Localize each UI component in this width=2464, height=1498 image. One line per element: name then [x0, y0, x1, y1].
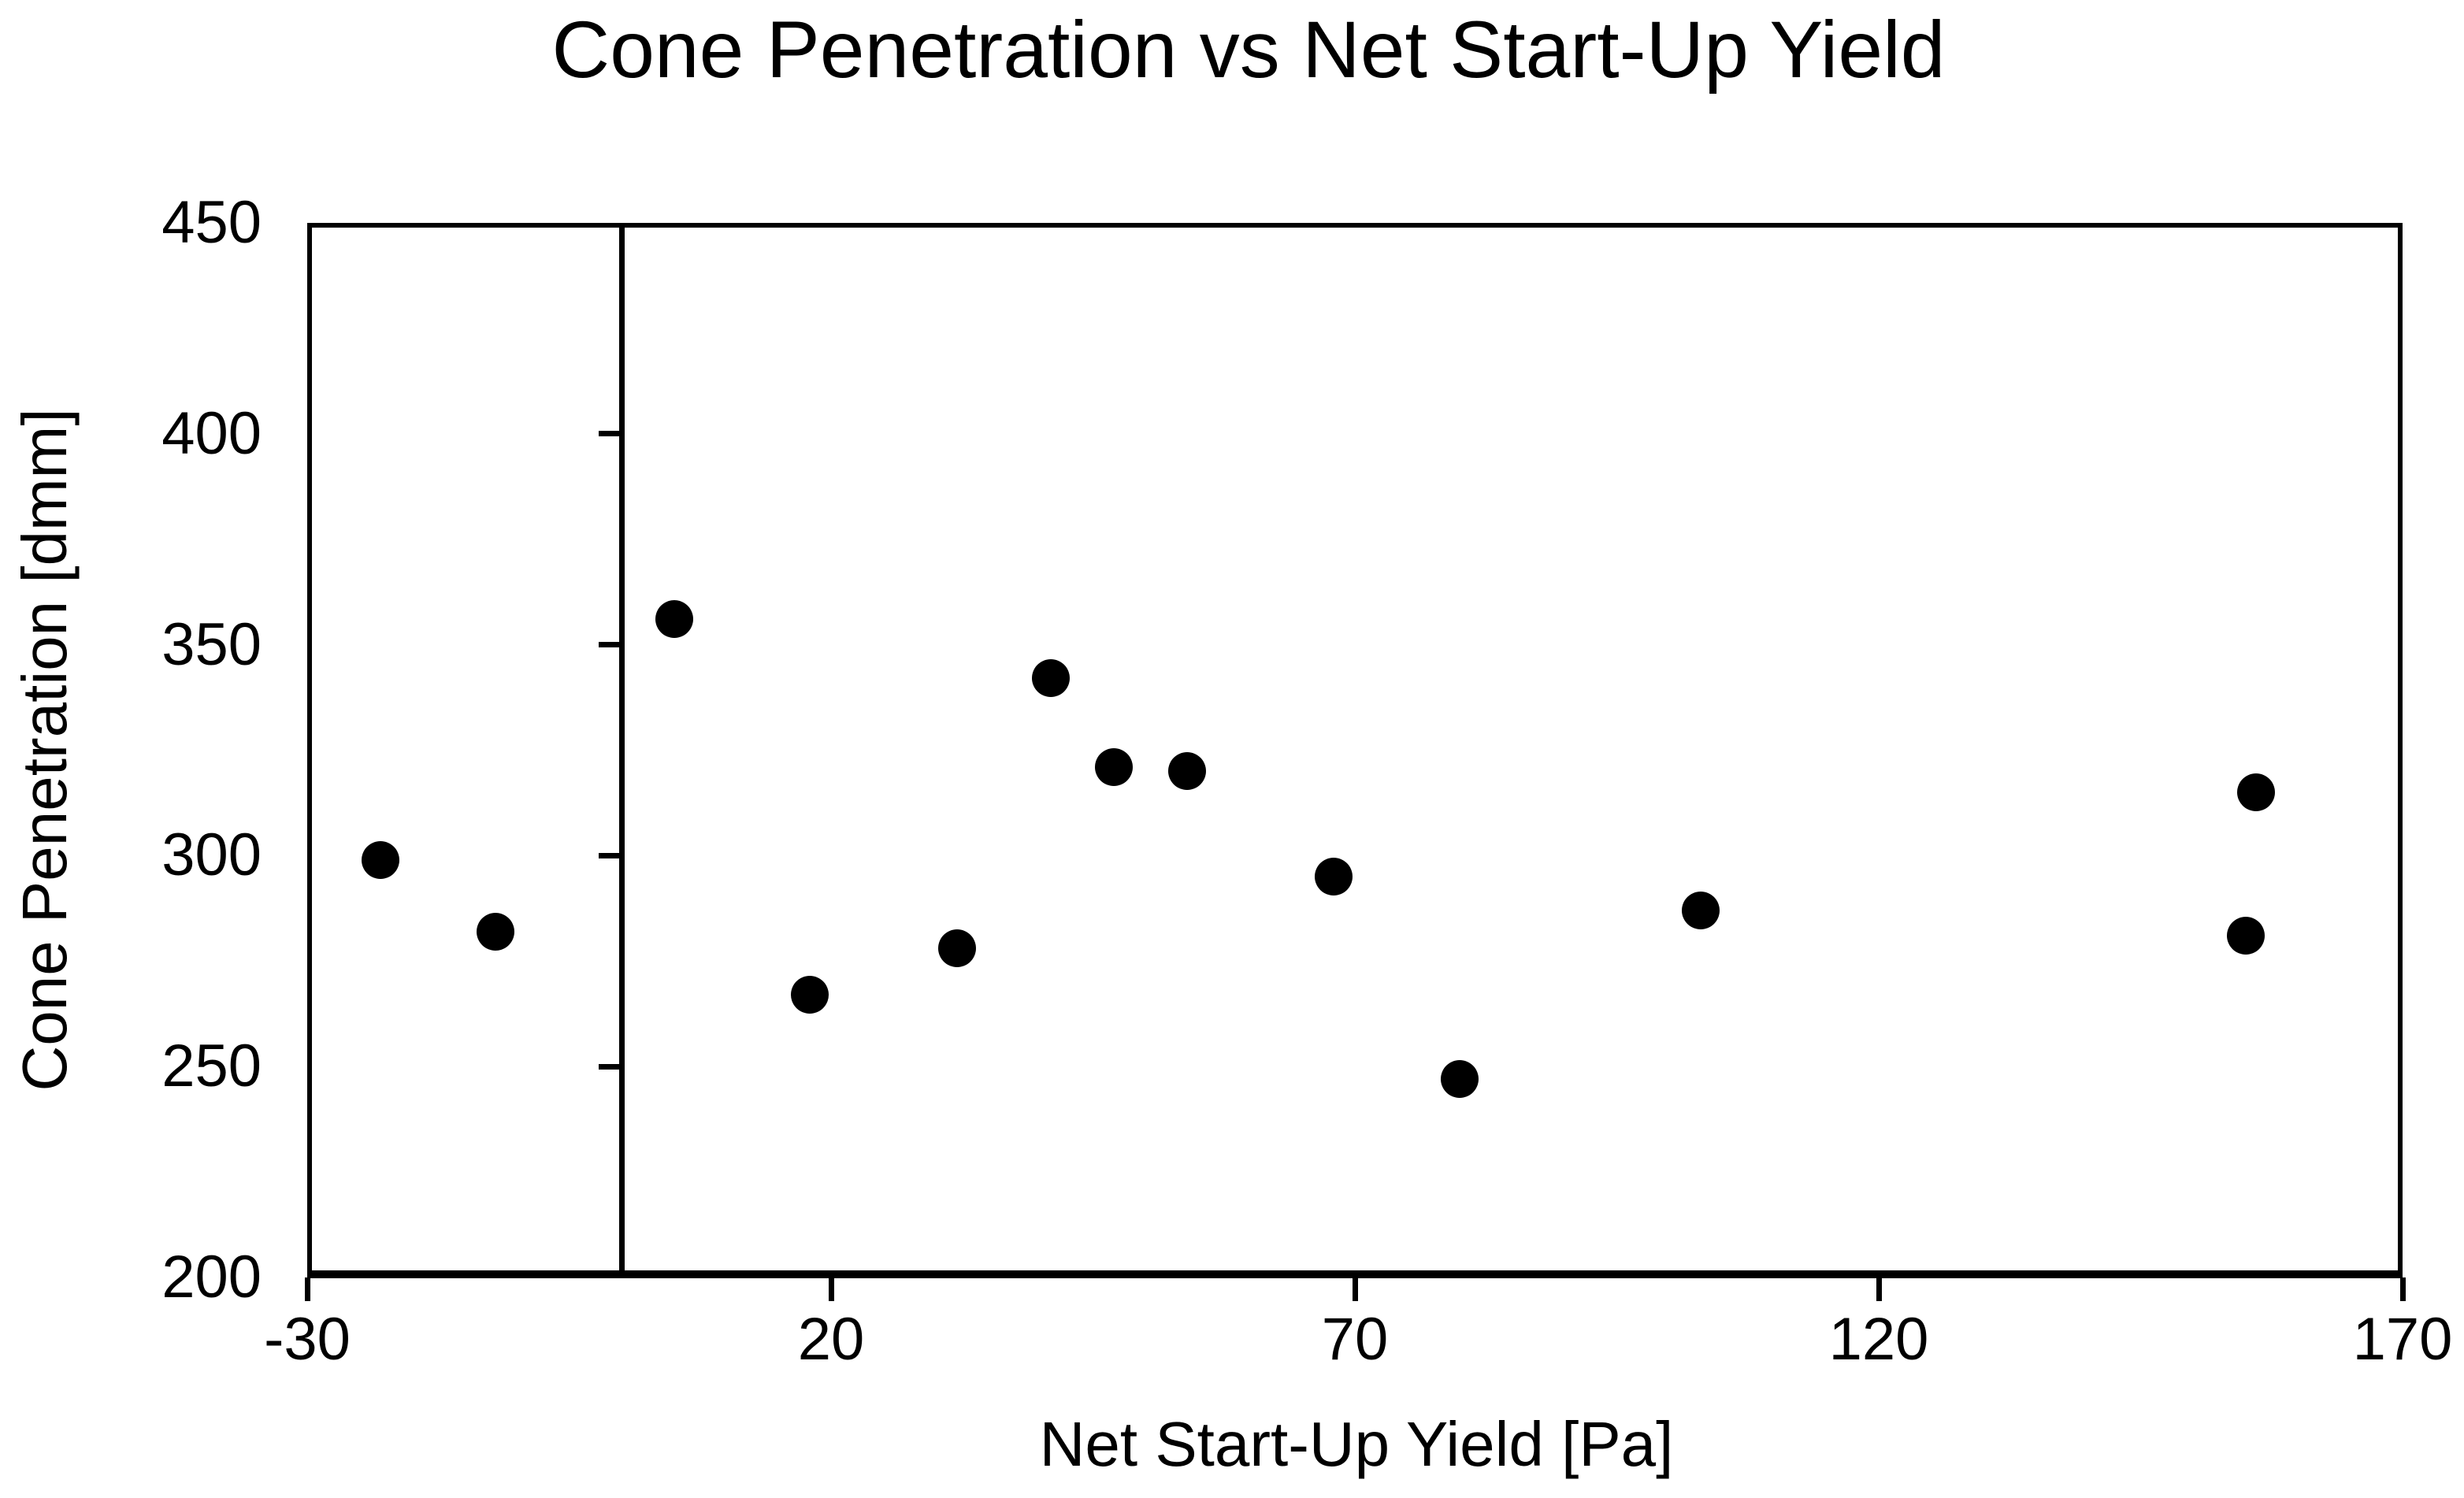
- x-tick-label: 70: [1321, 1306, 1389, 1373]
- data-point-marker: [362, 840, 400, 879]
- x-tick-label: 170: [2352, 1306, 2453, 1373]
- y-tick-label: 400: [161, 399, 262, 467]
- data-point-marker: [1168, 752, 1207, 791]
- data-point-marker: [1032, 659, 1071, 698]
- plot-area: [307, 223, 2403, 1277]
- x-tick-label: 120: [1828, 1306, 1929, 1373]
- x-tick-mark: [828, 1277, 834, 1301]
- y-axis-line: [618, 223, 625, 1277]
- data-point-marker: [477, 912, 515, 951]
- y-tick-mark: [598, 642, 622, 648]
- y-axis-title: Cone Penetration [dmm]: [9, 408, 80, 1092]
- y-tick-label: 200: [161, 1244, 262, 1311]
- x-axis-line: [307, 1270, 2403, 1278]
- data-point-marker: [2226, 917, 2265, 955]
- data-point-marker: [791, 976, 829, 1014]
- x-tick-mark: [2399, 1277, 2406, 1301]
- x-axis-title: Net Start-Up Yield [Pa]: [1039, 1409, 1674, 1479]
- chart-title: Cone Penetration vs Net Start-Up Yield: [551, 5, 1946, 95]
- data-point-marker: [1441, 1060, 1479, 1099]
- data-point-marker: [1315, 858, 1353, 896]
- data-point-marker: [937, 929, 976, 968]
- data-point-marker: [2236, 773, 2275, 812]
- y-tick-label: 350: [161, 610, 262, 678]
- y-tick-label: 300: [161, 821, 262, 889]
- x-tick-label: -30: [264, 1306, 351, 1373]
- y-tick-label: 250: [161, 1033, 262, 1100]
- data-point-marker: [1095, 747, 1134, 786]
- y-tick-mark: [598, 431, 622, 437]
- x-tick-mark: [1876, 1277, 1882, 1301]
- y-tick-mark: [598, 1063, 622, 1070]
- data-point-marker: [1681, 892, 1720, 930]
- data-point-marker: [655, 600, 693, 639]
- y-tick-mark: [598, 852, 622, 858]
- y-tick-label: 450: [161, 189, 262, 256]
- x-tick-label: 20: [797, 1306, 865, 1373]
- x-tick-mark: [304, 1277, 310, 1301]
- x-tick-mark: [1352, 1277, 1358, 1301]
